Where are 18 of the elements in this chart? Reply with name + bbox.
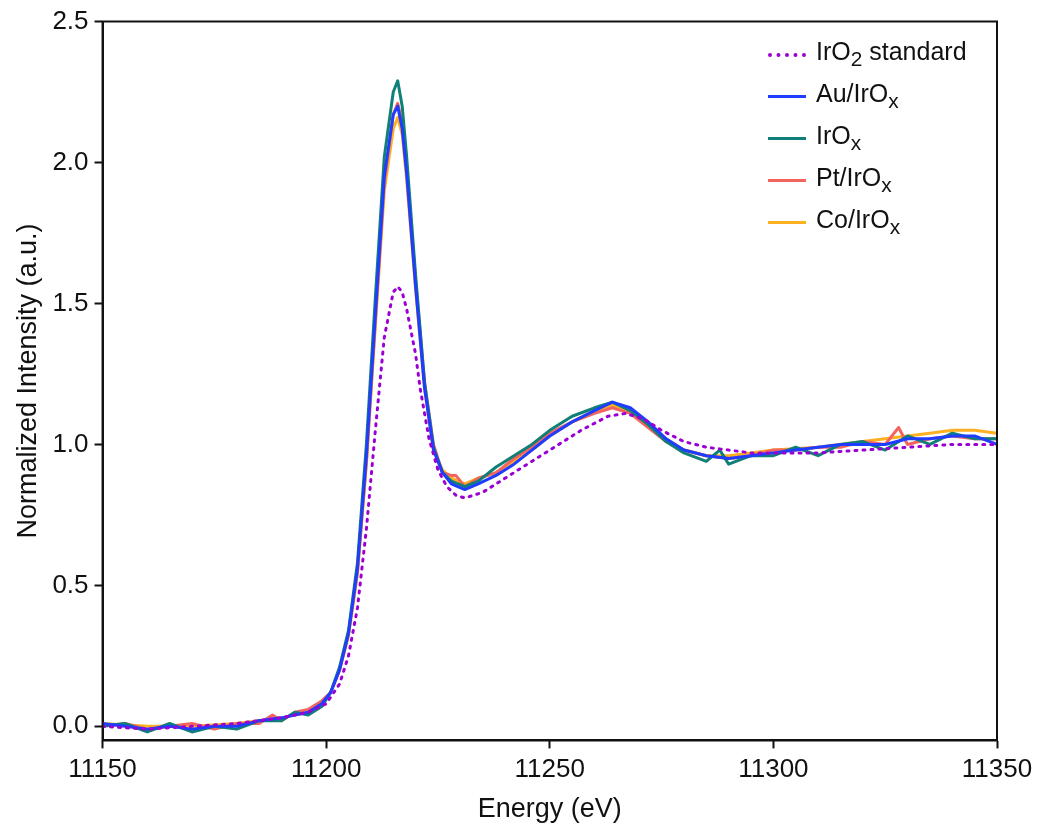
x-tick-label: 11300 bbox=[738, 753, 809, 784]
y-tick-label: 1.5 bbox=[52, 286, 89, 317]
x-tick-label: 11150 bbox=[68, 753, 137, 784]
legend-label: Au/IrO$_{x}$ bbox=[816, 77, 899, 114]
y-tick-label: 0.5 bbox=[52, 568, 89, 599]
x-axis-title: Energy (eV) bbox=[477, 793, 622, 824]
legend-label: IrO$_{2}$ standard bbox=[816, 35, 967, 72]
y-axis-title: Normalized Intensity (a.u.) bbox=[11, 223, 42, 539]
x-tick-label: 11350 bbox=[961, 753, 1033, 784]
x-tick-label: 11250 bbox=[514, 753, 585, 784]
legend-label: Co/IrO$_{x}$ bbox=[816, 203, 901, 240]
x-tick-label: 11200 bbox=[290, 753, 362, 784]
y-tick-label: 1.0 bbox=[52, 427, 89, 458]
y-tick-label: 2.5 bbox=[52, 4, 89, 35]
legend-label: IrO$_{x}$ bbox=[816, 119, 862, 156]
legend-label: Pt/IrO$_{x}$ bbox=[816, 161, 892, 198]
y-tick-label: 0.0 bbox=[52, 709, 89, 740]
y-tick-label: 2.0 bbox=[52, 145, 89, 176]
